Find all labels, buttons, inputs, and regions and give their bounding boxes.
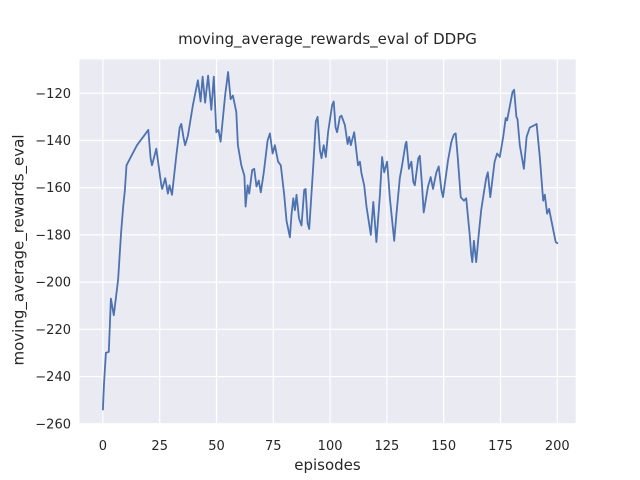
- x-tick-label: 25: [151, 439, 168, 454]
- reward-line: [102, 71, 559, 411]
- y-tick-label: −140: [35, 134, 71, 149]
- x-tick-label: 150: [431, 439, 456, 454]
- x-tick-label: 200: [545, 439, 570, 454]
- y-tick-label: −120: [35, 87, 71, 102]
- x-tick-label: 50: [208, 439, 225, 454]
- plot-background: [79, 59, 576, 424]
- x-tick-label: 125: [374, 439, 399, 454]
- y-tick-label: −240: [35, 370, 71, 385]
- x-tick-label: 100: [318, 439, 343, 454]
- x-tick-label: 75: [265, 439, 282, 454]
- x-tick-label: 0: [99, 439, 107, 454]
- y-tick-label: −260: [35, 417, 71, 432]
- y-tick-label: −160: [35, 181, 71, 196]
- y-tick-label: −200: [35, 276, 71, 291]
- x-axis-label: episodes: [294, 456, 361, 474]
- y-tick-label: −180: [35, 228, 71, 243]
- chart-title: moving_average_rewards_eval of DDPG: [178, 30, 477, 48]
- y-axis-label: moving_average_rewards_eval: [9, 134, 27, 366]
- y-tick-label: −220: [35, 323, 71, 338]
- x-tick-label: 175: [488, 439, 513, 454]
- y-axis-label-wrap: moving_average_rewards_eval: [0, 20, 36, 480]
